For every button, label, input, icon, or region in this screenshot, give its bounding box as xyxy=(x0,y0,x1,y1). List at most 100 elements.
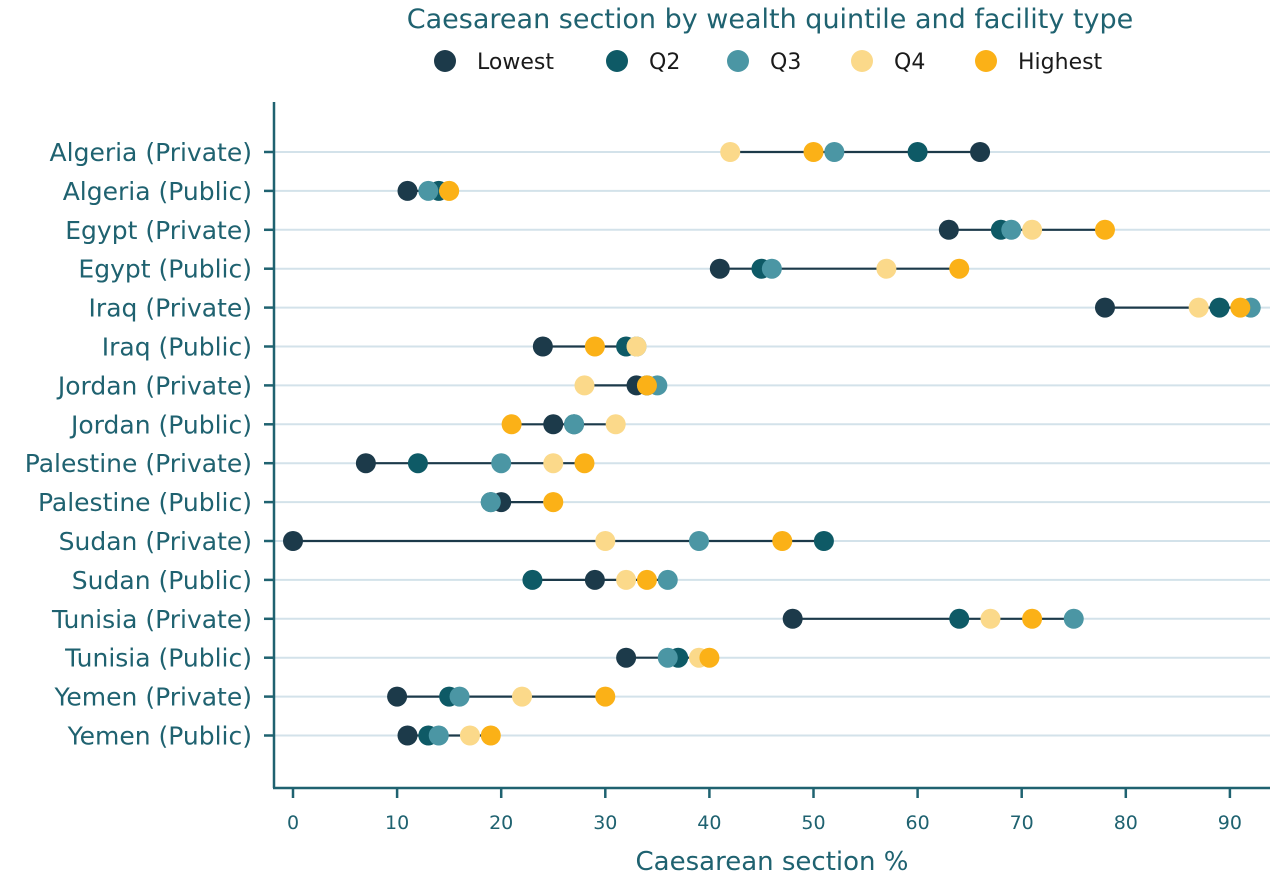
data-point xyxy=(636,569,657,590)
x-tick-label: 20 xyxy=(489,812,513,834)
y-tick-label: Palestine (Private) xyxy=(25,449,252,478)
data-point xyxy=(1209,297,1230,318)
data-point xyxy=(512,686,533,707)
data-point xyxy=(980,608,1001,629)
y-tick-label: Jordan (Public) xyxy=(69,410,252,439)
x-tick-label: 40 xyxy=(697,812,721,834)
legend-item: Highest xyxy=(975,50,1103,75)
data-point xyxy=(491,453,512,474)
data-point xyxy=(949,608,970,629)
data-point xyxy=(418,180,439,201)
legend-item: Q3 xyxy=(727,50,801,75)
data-point xyxy=(657,647,678,668)
x-tick-label: 70 xyxy=(1010,812,1034,834)
x-axis-title: Caesarean section % xyxy=(636,847,909,877)
data-point xyxy=(907,142,928,162)
data-point xyxy=(1094,219,1115,240)
x-tick-label: 90 xyxy=(1218,812,1242,834)
data-point xyxy=(480,492,501,513)
data-point xyxy=(532,336,553,357)
x-tick-label: 0 xyxy=(287,812,299,834)
data-point xyxy=(428,725,449,746)
legend-marker xyxy=(606,50,628,72)
y-tick-label: Egypt (Public) xyxy=(78,255,252,284)
y-axis-labels: Algeria (Private) Algeria (Public) Egypt (… xyxy=(25,138,274,751)
legend-marker xyxy=(727,50,749,72)
data-point xyxy=(543,492,564,513)
axes xyxy=(272,102,1270,790)
data-point xyxy=(636,375,657,396)
chart-title: Caesarean section by wealth quintile and… xyxy=(407,4,1133,35)
data-point xyxy=(407,453,428,474)
data-point xyxy=(709,258,730,279)
data-point xyxy=(397,180,418,201)
data-point xyxy=(449,686,470,707)
y-tick-label: Yemen (Private) xyxy=(53,683,252,712)
y-tick-label: Yemen (Public) xyxy=(67,722,252,751)
data-points xyxy=(283,142,1261,746)
data-point xyxy=(813,531,834,551)
data-point xyxy=(949,258,970,279)
y-tick-label: Tunisia (Private) xyxy=(51,605,252,634)
data-point xyxy=(1063,608,1084,629)
data-point xyxy=(688,531,709,551)
data-point xyxy=(595,686,616,707)
data-point xyxy=(564,414,585,435)
x-axis-ticks: 0 10 20 30 40 50 60 70 80 90 xyxy=(287,788,1242,834)
y-tick-label: Jordan (Private) xyxy=(56,371,252,400)
data-point xyxy=(397,725,418,746)
y-tick-label: Sudan (Public) xyxy=(72,566,252,595)
data-point xyxy=(584,569,605,590)
data-point xyxy=(720,142,741,162)
data-point xyxy=(480,725,501,746)
legend-marker xyxy=(975,50,997,72)
data-point xyxy=(824,142,845,162)
legend-label: Q4 xyxy=(894,50,925,75)
x-tick-label: 30 xyxy=(593,812,617,834)
data-point xyxy=(761,258,782,279)
legend-label: Q2 xyxy=(649,50,680,75)
legend-label: Highest xyxy=(1018,50,1103,75)
legend-item: Lowest xyxy=(434,50,554,75)
legend-marker xyxy=(434,50,456,72)
legend-item: Q2 xyxy=(606,50,680,75)
y-tick-label: Algeria (Public) xyxy=(63,177,252,206)
legend-label: Lowest xyxy=(477,50,554,75)
data-point xyxy=(584,336,605,357)
data-point xyxy=(501,414,522,435)
data-point xyxy=(574,453,595,474)
data-point xyxy=(1230,297,1251,318)
y-tick-label: Iraq (Public) xyxy=(102,333,252,362)
y-tick-label: Tunisia (Public) xyxy=(64,644,252,673)
data-point xyxy=(699,647,720,668)
legend-marker xyxy=(851,50,873,72)
legend-label: Q3 xyxy=(770,50,801,75)
data-point xyxy=(1001,219,1022,240)
data-point xyxy=(772,531,793,551)
data-point xyxy=(1022,219,1043,240)
data-point xyxy=(938,219,959,240)
data-point xyxy=(1022,608,1043,629)
data-point xyxy=(283,531,303,551)
gridlines xyxy=(275,151,1270,737)
data-point xyxy=(616,569,637,590)
legend-item: Q4 xyxy=(851,50,925,75)
data-point xyxy=(876,258,897,279)
data-point xyxy=(782,608,803,629)
legend: Lowest Q2 Q3 Q4 Highest xyxy=(434,50,1103,75)
data-point xyxy=(387,686,408,707)
data-point xyxy=(626,336,647,357)
data-point xyxy=(605,414,626,435)
data-point xyxy=(459,725,480,746)
y-tick-label: Iraq (Private) xyxy=(89,294,252,323)
data-point xyxy=(803,142,824,162)
data-point xyxy=(355,453,376,474)
x-tick-label: 50 xyxy=(801,812,825,834)
data-point xyxy=(439,180,460,201)
data-point xyxy=(970,142,991,162)
y-tick-label: Sudan (Private) xyxy=(59,527,252,556)
y-tick-label: Egypt (Private) xyxy=(65,216,252,245)
data-point xyxy=(1188,297,1209,318)
data-point xyxy=(543,414,564,435)
